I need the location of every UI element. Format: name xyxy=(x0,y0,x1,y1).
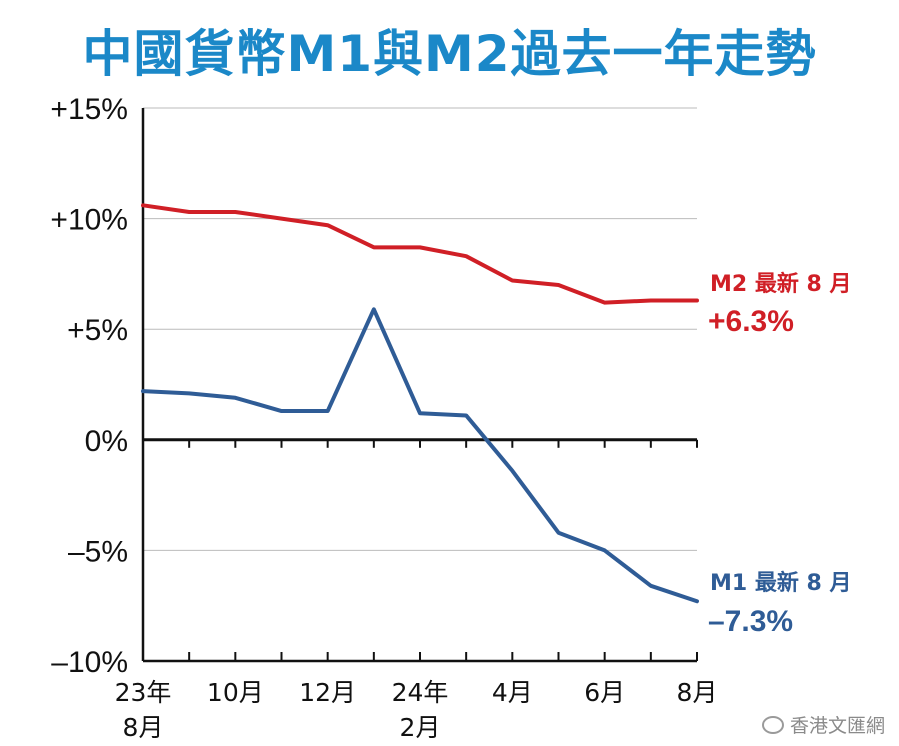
watermark-text: 香港文匯網 xyxy=(789,715,885,737)
m1-latest-label: M1 最新 8 月 xyxy=(710,570,852,596)
m2-latest-label: M2 最新 8 月 xyxy=(710,271,852,297)
x-tick-label: 10月 xyxy=(207,678,264,707)
x-tick-label: 24年 xyxy=(392,678,449,707)
chart-title: 中國貨幣M1與M2過去一年走勢 xyxy=(82,25,817,83)
y-tick-label: –10% xyxy=(51,646,128,679)
m2-series-line xyxy=(141,203,699,305)
y-tick-label: 0% xyxy=(85,425,128,458)
x-tick-label: 4月 xyxy=(492,678,533,707)
y-tick-label: –5% xyxy=(68,535,128,568)
y-tick-label: +15% xyxy=(50,93,128,126)
m1-series-line xyxy=(141,307,699,604)
grid-layer xyxy=(143,107,697,662)
series-layer xyxy=(141,203,699,604)
weibo-icon xyxy=(761,715,784,734)
watermark: 香港文匯網 xyxy=(761,711,885,738)
m1-latest-value: –7.3% xyxy=(708,605,793,638)
y-tick-label: +10% xyxy=(50,204,128,237)
x-tick-label-line2: 2月 xyxy=(400,713,441,742)
y-tick-label: +5% xyxy=(67,314,128,347)
x-tick-label: 8月 xyxy=(677,678,718,707)
tick-layer: +15% +10% +5% 0% –5% –10%23年 8月 10月 12月 24年 2月 4月 6月… xyxy=(50,93,717,742)
x-tick-label-line2: 8月 xyxy=(123,713,164,742)
x-tick-label: 6月 xyxy=(584,678,625,707)
m2-latest-value: +6.3% xyxy=(708,305,794,338)
annotation-layer: M2 最新 8 月 +6.3% M1 最新 8 月 –7.3% xyxy=(708,271,852,638)
x-tick-label: 23年 xyxy=(115,678,172,707)
x-tick-label: 12月 xyxy=(299,678,356,707)
axis-layer xyxy=(141,108,698,663)
